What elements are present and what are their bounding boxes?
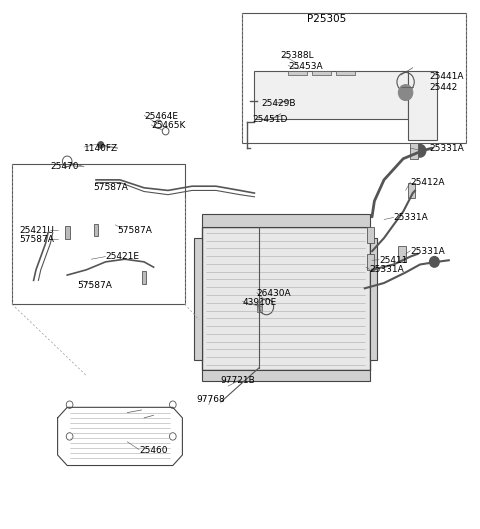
Text: 97768: 97768 [197,395,226,404]
Bar [367,227,374,243]
Circle shape [414,144,426,157]
Text: 25411: 25411 [379,256,408,265]
Text: 25421E: 25421E [106,252,140,261]
Bar [408,71,437,140]
Text: P25305: P25305 [307,14,346,23]
Text: 25441A: 25441A [430,72,464,81]
Text: 25331A: 25331A [410,247,445,256]
Bar [336,71,355,75]
Text: 25464E: 25464E [144,112,178,121]
Text: 25388L: 25388L [281,51,314,60]
Bar [398,246,406,262]
Text: 57587A: 57587A [77,281,112,290]
Bar [288,71,307,75]
Bar [370,238,377,360]
Bar [12,164,185,304]
Text: 25453A: 25453A [288,61,323,71]
Bar [408,183,415,198]
Text: 25442: 25442 [430,83,458,92]
Bar [202,227,370,370]
Text: 25451D: 25451D [252,114,288,124]
Text: 25421U: 25421U [19,225,54,235]
Text: 25460: 25460 [139,446,168,455]
Text: 25465K: 25465K [151,121,186,131]
Bar [202,214,370,227]
Text: 1140FZ: 1140FZ [84,143,118,153]
Bar [367,254,374,270]
Bar [242,13,466,143]
Bar [312,71,331,75]
Text: 26430A: 26430A [257,289,291,298]
Circle shape [430,257,439,267]
Text: 57587A: 57587A [94,183,129,193]
Text: 25331A: 25331A [430,143,464,153]
Bar [254,71,408,119]
Bar [202,370,370,381]
Text: 97721B: 97721B [221,376,255,386]
Bar [257,304,262,312]
Text: 57587A: 57587A [19,234,54,244]
Bar [65,226,70,239]
Bar [94,224,98,236]
Bar [142,271,146,284]
Text: 25331A: 25331A [370,265,404,275]
Text: 57587A: 57587A [118,225,153,235]
Text: 43910E: 43910E [242,298,276,307]
Circle shape [98,142,104,148]
Text: 25429B: 25429B [262,98,296,108]
Circle shape [398,85,413,101]
Bar [194,238,202,360]
Bar [410,143,418,159]
Text: 25412A: 25412A [410,178,445,187]
Text: 25331A: 25331A [394,213,428,223]
Text: 25470: 25470 [50,162,79,171]
